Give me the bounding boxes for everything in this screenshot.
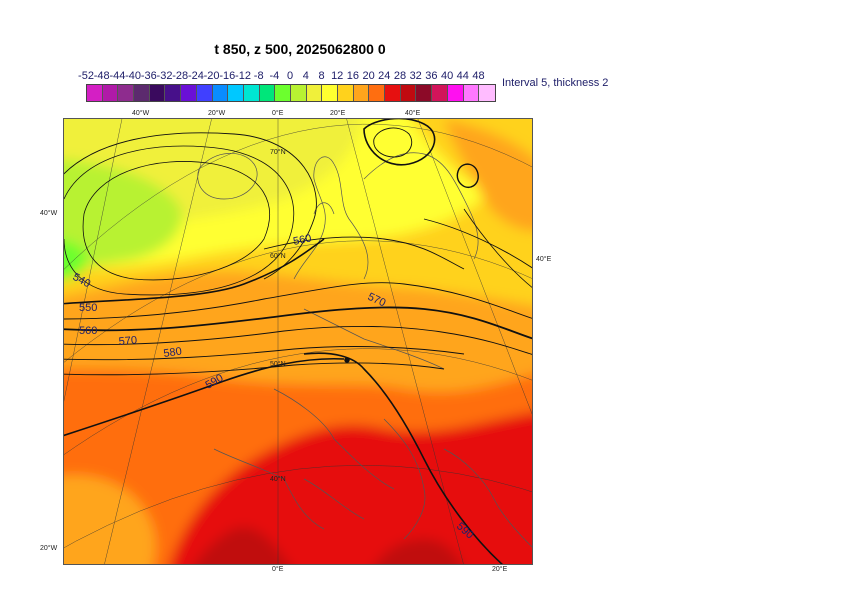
lat-label-50n: 50°N	[270, 361, 286, 368]
colorbar-tick-labels: -52 -48 -44 -40 -36 -32 -28 -24 -20 -16 -12 -8 -4 0 4 8…	[78, 70, 498, 84]
plot-title: t 850, z 500, 2025062800 0	[214, 41, 386, 57]
colorbar-tick-label: -12	[235, 70, 251, 82]
colorbar-swatch	[479, 85, 495, 101]
colorbar-swatch	[134, 85, 150, 101]
colorbar-swatch	[165, 85, 182, 101]
colorbar-swatch	[447, 85, 464, 101]
lat-label-40n: 40°N	[270, 476, 286, 483]
colorbar-tick-label: -16	[219, 70, 236, 82]
lon-label-top-40w: 40°W	[132, 110, 150, 117]
side-label-40w: 40°W	[40, 210, 58, 217]
colorbar-tick-label: -32	[156, 70, 173, 82]
lon-label-top-20e: 20°E	[330, 110, 346, 117]
colorbar-tick-label: -48	[93, 70, 110, 82]
colorbar-tick-label: -8	[253, 70, 264, 82]
colorbar-swatch	[102, 85, 119, 101]
colorbar-tick-label: 0	[287, 70, 294, 82]
lat-label-70n: 70°N	[270, 149, 286, 156]
colorbar-swatch	[87, 85, 103, 101]
contour-label-560: 560	[79, 325, 97, 337]
lon-label-top-20w: 20°W	[208, 110, 226, 117]
colorbar-swatch	[400, 85, 417, 101]
colorbar-tick-label: 32	[409, 70, 422, 82]
colorbar-tick-label: 16	[346, 70, 360, 82]
colorbar-swatch	[338, 85, 354, 101]
colorbar-swatch	[290, 85, 307, 101]
side-label-40e: 40°E	[536, 256, 552, 263]
colorbar-swatch	[463, 85, 480, 101]
colorbar-tick-label: -44	[109, 70, 126, 82]
colorbar-tick-label: 8	[318, 70, 325, 82]
colorbar-swatch	[259, 85, 276, 101]
colorbar-tick-label: 48	[472, 70, 485, 82]
colorbar-tick-label: 44	[456, 70, 469, 82]
lon-label-bottom-20e: 20°E	[492, 566, 508, 573]
colorbar-tick-label: -40	[125, 70, 142, 82]
colorbar-swatch	[432, 85, 448, 101]
contour-label-550: 550	[79, 302, 97, 314]
colorbar-tick-label: 20	[362, 70, 375, 82]
colorbar-swatch	[228, 85, 244, 101]
graticule	[64, 119, 532, 564]
temperature-field	[64, 119, 532, 564]
colorbar-tick-label: -4	[269, 70, 280, 82]
colorbar-swatch	[149, 85, 166, 101]
colorbar-swatch	[306, 85, 323, 101]
colorbar-tick-label: -28	[172, 70, 189, 82]
colorbar-swatch	[322, 85, 338, 101]
colorbar-swatch	[212, 85, 229, 101]
colorbar-tick-label: -20	[203, 70, 220, 82]
lat-label-60n: 60°N	[270, 253, 286, 260]
colorbar-tick-label: 36	[425, 70, 438, 82]
colorbar-swatch	[243, 85, 260, 101]
map-svg: 540 550 560 570 580 590 560 570 590	[64, 119, 532, 564]
coastlines	[197, 152, 532, 548]
colorbar-tick-label: 24	[378, 70, 391, 82]
contour-label-570: 570	[118, 334, 137, 348]
contour-label-580: 580	[163, 346, 183, 360]
colorbar-swatch	[416, 85, 433, 101]
side-label-20w: 20°W	[40, 545, 58, 552]
colorbar-swatch	[275, 85, 291, 101]
colorbar-swatch	[181, 85, 197, 101]
colorbar-swatch	[369, 85, 386, 101]
colorbar-swatch	[118, 85, 135, 101]
lon-label-top-0e: 0°E	[272, 110, 284, 117]
colorbar-tick-label: 12	[331, 70, 344, 82]
map-panel: 540 550 560 570 580 590 560 570 590	[63, 118, 533, 565]
contour-label-560-east: 560	[292, 232, 312, 248]
lon-label-top-40e: 40°E	[405, 110, 421, 117]
colorbar-tick-label: -24	[187, 70, 204, 82]
colorbar-tick-label: 28	[393, 70, 407, 82]
colorbar	[86, 84, 496, 102]
colorbar-tick-label: 40	[440, 70, 454, 82]
colorbar-swatch	[353, 85, 370, 101]
height-contours	[64, 119, 532, 564]
colorbar-tick-label: 4	[302, 70, 309, 82]
colorbar-tick-label: -36	[140, 70, 157, 82]
lon-label-bottom-0e: 0°E	[272, 566, 284, 573]
colorbar-tick-label: -52	[78, 70, 94, 82]
colorbar-swatch	[385, 85, 401, 101]
colorbar-swatch	[196, 85, 213, 101]
colorbar-note: Interval 5, thickness 2	[502, 77, 609, 89]
